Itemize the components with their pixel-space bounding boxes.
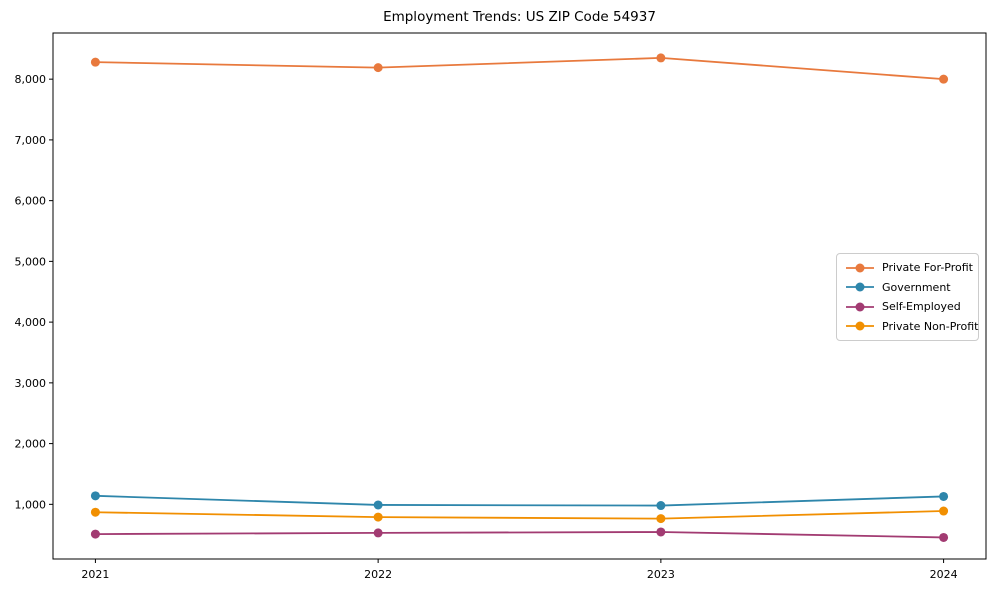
- legend-item-private-non-profit: Private Non-Profit: [844, 320, 978, 332]
- series-line-private-for-profit: [95, 57, 944, 81]
- legend-line-marker-icon: [846, 263, 874, 273]
- y-axis-tick-label: 7,000: [15, 134, 47, 147]
- data-point-private-for-profit-2023: [656, 53, 666, 63]
- legend-line-marker-icon: [846, 302, 874, 312]
- data-point-government-2022: [373, 500, 383, 510]
- data-point-private-non-profit-2022: [373, 512, 383, 522]
- data-point-private-for-profit-2021: [90, 57, 100, 67]
- legend-label: Private For-Profit: [882, 261, 973, 275]
- legend: Private For-Profit Government Self-Emplo…: [836, 253, 979, 341]
- y-axis-tick-label: 8,000: [15, 73, 47, 86]
- data-point-private-non-profit-2024: [939, 506, 949, 516]
- data-point-private-non-profit-2023: [656, 514, 666, 524]
- data-point-self-employed-2023: [656, 527, 666, 537]
- chart-title: Employment Trends: US ZIP Code 54937: [383, 9, 656, 25]
- legend-item-self-employed: Self-Employed: [844, 301, 971, 313]
- legend-label: Private Non-Profit: [882, 319, 979, 333]
- legend-item-government: Government: [844, 281, 971, 293]
- series-line-self-employed: [95, 531, 944, 539]
- data-point-self-employed-2024: [939, 532, 949, 542]
- x-axis-tick-label: 2024: [930, 568, 958, 581]
- legend-item-private-for-profit: Private For-Profit: [844, 261, 973, 275]
- data-point-private-non-profit-2021: [90, 507, 100, 517]
- y-axis-tick-label: 3,000: [15, 377, 47, 390]
- x-axis-tick-label: 2023: [647, 568, 675, 581]
- series-line-government: [95, 494, 944, 507]
- legend-label: Self-Employed: [882, 300, 961, 314]
- series-line-private-non-profit: [95, 510, 944, 520]
- legend-line-marker-icon: [846, 321, 874, 331]
- data-point-self-employed-2021: [90, 529, 100, 539]
- data-point-government-2024: [939, 491, 949, 501]
- data-point-private-for-profit-2022: [373, 63, 383, 73]
- y-axis-tick-label: 1,000: [15, 498, 47, 511]
- x-axis-tick-label: 2022: [364, 568, 392, 581]
- y-axis-tick-label: 6,000: [15, 195, 47, 208]
- data-point-government-2023: [656, 501, 666, 511]
- legend-line-marker-icon: [846, 282, 874, 292]
- data-point-self-employed-2022: [373, 528, 383, 538]
- x-axis-tick-label: 2021: [81, 568, 109, 581]
- data-point-private-for-profit-2024: [939, 74, 949, 84]
- data-point-government-2021: [90, 491, 100, 501]
- y-axis-tick-label: 5,000: [15, 255, 47, 268]
- y-axis-tick-label: 2,000: [15, 438, 47, 451]
- axes-spines: [52, 32, 987, 560]
- legend-label: Government: [882, 280, 951, 294]
- y-axis-tick-label: 4,000: [15, 316, 47, 329]
